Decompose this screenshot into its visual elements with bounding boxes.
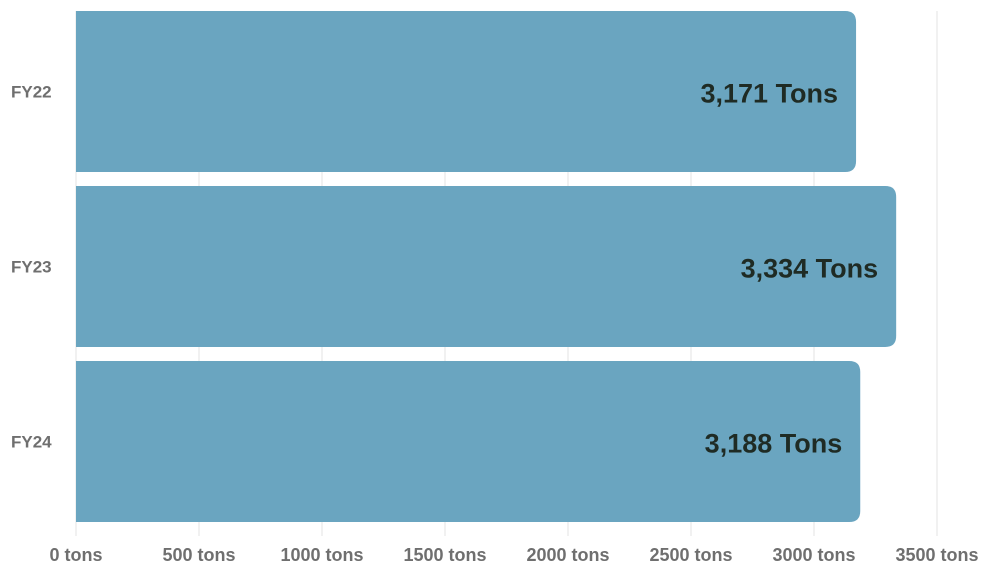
- category-label-fy24: FY24: [11, 433, 52, 452]
- x-tick-label-1500: 1500 tons: [403, 545, 486, 565]
- bar-fy22: [76, 11, 857, 172]
- x-tick-label-0: 0 tons: [49, 545, 102, 565]
- category-label-fy23: FY23: [11, 258, 52, 277]
- x-tick-label-3500: 3500 tons: [895, 545, 978, 565]
- category-label-fy22: FY22: [11, 83, 52, 102]
- bars: [76, 11, 897, 522]
- x-axis-tick-labels: 0 tons 500 tons 1000 tons 1500 tons 2000 ton…: [49, 545, 978, 565]
- data-label-fy24: 3,188 Tons: [705, 429, 843, 459]
- x-tick-label-500: 500 tons: [162, 545, 235, 565]
- bar-fy24: [76, 361, 861, 522]
- category-labels: FY22 FY23 FY24: [11, 83, 52, 452]
- bar-fy23: [76, 186, 897, 347]
- x-tick-label-2000: 2000 tons: [526, 545, 609, 565]
- data-label-fy22: 3,171 Tons: [701, 79, 839, 109]
- x-tick-label-2500: 2500 tons: [649, 545, 732, 565]
- bar-data-labels: 3,171 Tons 3,334 Tons 3,188 Tons: [701, 79, 879, 459]
- x-tick-label-3000: 3000 tons: [772, 545, 855, 565]
- data-label-fy23: 3,334 Tons: [741, 254, 879, 284]
- x-tick-label-1000: 1000 tons: [280, 545, 363, 565]
